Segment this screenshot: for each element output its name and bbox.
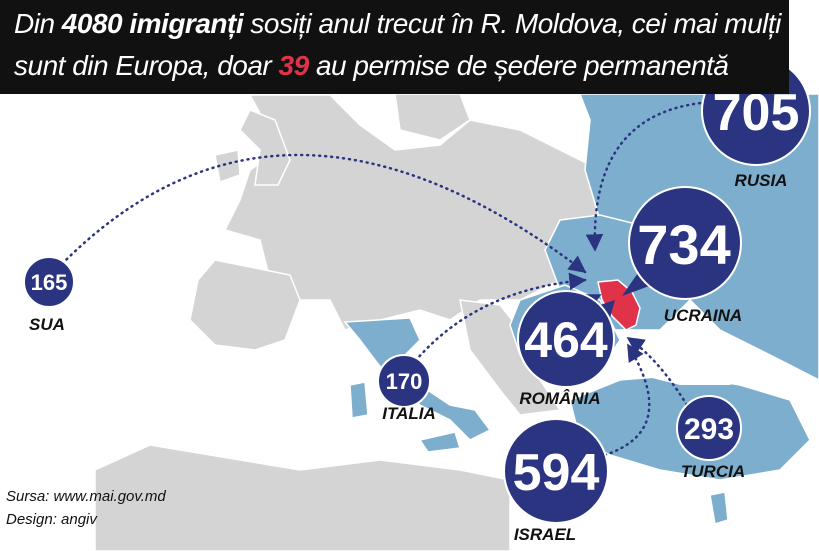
- title-line-2-bold: 39: [278, 50, 310, 81]
- title-band: Din 4080 imigranți sosiți anul trecut în…: [0, 0, 789, 94]
- source-credit: Sursa: www.mai.gov.md: [6, 488, 166, 505]
- route-rusia: [585, 100, 714, 252]
- bubble-circle: [503, 418, 609, 524]
- bubble-israel: 594 ISRAEL: [503, 418, 609, 544]
- bubble-circle: [628, 186, 742, 300]
- origin-label: ROMÂNIA: [519, 389, 600, 408]
- origin-label: RUSIA: [735, 171, 788, 190]
- ireland-land: [214, 149, 241, 183]
- design-credit: Design: angiv: [6, 511, 97, 528]
- bubble-circle: [377, 354, 431, 408]
- scandinavia-land: [394, 93, 471, 141]
- bubble-value: 293: [684, 413, 734, 446]
- bubble-sua: 165 SUA: [23, 256, 75, 334]
- route-sua: [56, 153, 587, 274]
- sardinia-region: [349, 381, 369, 419]
- route-turcia: [626, 336, 692, 412]
- origin-label: UCRAINA: [664, 306, 742, 325]
- bubble-romania: 464 ROMÂNIA: [517, 290, 615, 408]
- origin-label: SUA: [29, 315, 65, 334]
- title-line-2-pre: sunt din Europa, doar: [14, 50, 279, 81]
- iberia-land: [189, 259, 301, 351]
- bubble-circle: [676, 395, 742, 461]
- uk-land: [239, 109, 291, 186]
- title-line-1: Din 4080 imigranți sosiți anul trecut în…: [14, 8, 781, 40]
- bubble-value: 170: [386, 369, 423, 394]
- title-line-2: sunt din Europa, doar 39 au permise de ș…: [14, 50, 729, 82]
- north-africa-land: [94, 444, 511, 551]
- sicily-region: [418, 431, 461, 453]
- bubble-value: 165: [31, 270, 68, 295]
- route-italia: [406, 272, 587, 372]
- bubble-value: 734: [637, 213, 730, 276]
- title-line-1-pre: Din: [14, 8, 62, 39]
- europe-land: [223, 94, 621, 331]
- title-line-1-bold: 4080 imigranți: [61, 8, 244, 39]
- bubble-value: 594: [513, 444, 600, 502]
- bubble-value: 464: [524, 312, 608, 368]
- israel-region: [709, 491, 729, 525]
- title-line-2-post: au permise de ședere permanentă: [308, 50, 729, 81]
- route-israel: [603, 343, 651, 457]
- romania-bubble-pointer: [600, 300, 615, 318]
- bubble-circle: [517, 290, 615, 388]
- bubble-italia: 170 ITALIA: [377, 354, 436, 423]
- origin-label: ITALIA: [382, 404, 436, 423]
- black-sea: [620, 330, 760, 385]
- balkans-land: [459, 299, 562, 416]
- title-line-1-post: sosiți anul trecut în R. Moldova, cei ma…: [243, 8, 781, 39]
- bubble-turcia: 293 TURCIA: [676, 395, 745, 481]
- bubble-circle: [23, 256, 75, 308]
- origin-label: ISRAEL: [514, 525, 576, 544]
- bubble-ucraina: 734 UCRAINA: [628, 186, 742, 325]
- origin-label: TURCIA: [681, 462, 745, 481]
